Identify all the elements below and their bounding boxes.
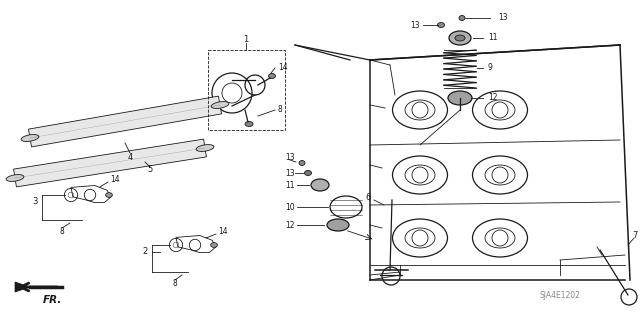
Text: 8: 8 [173,278,177,287]
Ellipse shape [305,170,312,175]
Text: 6: 6 [365,194,371,203]
Text: 13: 13 [285,168,295,177]
Text: 11: 11 [285,181,295,189]
Text: 8: 8 [60,227,65,236]
Text: 14: 14 [218,227,228,236]
Text: 13: 13 [285,152,295,161]
Ellipse shape [327,219,349,231]
Text: 3: 3 [32,197,38,206]
Text: 10: 10 [285,203,295,211]
Text: 8: 8 [278,106,283,115]
Text: FR.: FR. [42,295,61,305]
Text: 1: 1 [243,35,248,44]
Polygon shape [13,139,207,187]
Ellipse shape [455,35,465,41]
Text: 5: 5 [147,166,152,174]
Ellipse shape [459,16,465,20]
Ellipse shape [311,179,329,191]
Text: 7: 7 [632,231,637,240]
Text: 12: 12 [488,93,497,102]
Polygon shape [15,282,30,292]
Text: 4: 4 [127,152,132,161]
Text: 13: 13 [410,20,420,29]
Ellipse shape [211,243,218,247]
Ellipse shape [299,160,305,166]
Polygon shape [28,96,221,147]
Ellipse shape [448,91,472,105]
Ellipse shape [449,31,471,45]
Ellipse shape [106,193,113,197]
Text: 2: 2 [142,248,148,256]
Ellipse shape [21,135,39,141]
Text: 13: 13 [498,13,508,23]
Ellipse shape [6,174,24,182]
Ellipse shape [211,101,229,108]
Text: 12: 12 [285,220,295,229]
Ellipse shape [245,122,253,127]
Text: SJA4E1202: SJA4E1202 [540,291,580,300]
Ellipse shape [438,23,445,27]
Text: 11: 11 [488,33,497,42]
Ellipse shape [269,73,275,78]
Ellipse shape [196,145,214,152]
Text: 14: 14 [110,175,120,184]
Text: 9: 9 [488,63,493,72]
Text: 14: 14 [278,63,287,72]
